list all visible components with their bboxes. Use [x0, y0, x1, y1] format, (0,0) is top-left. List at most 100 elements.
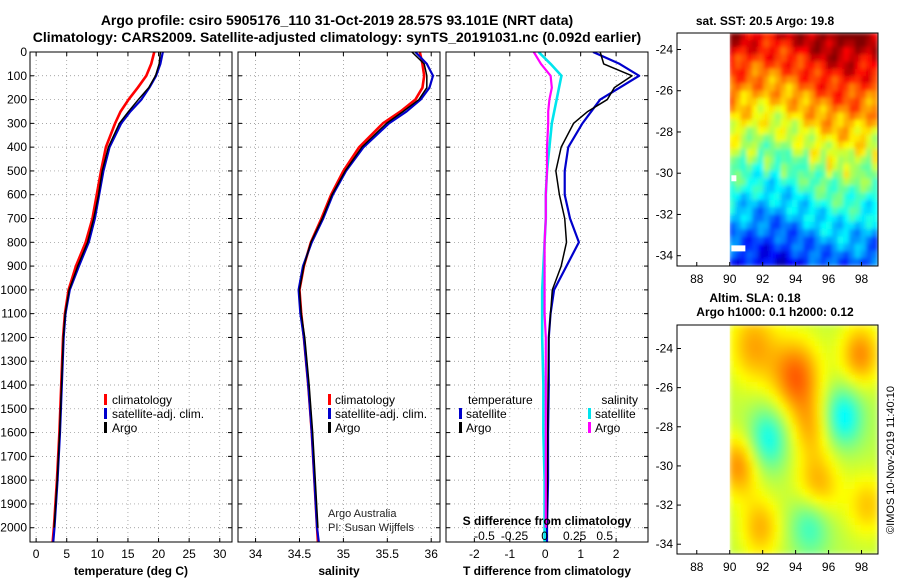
map-cell	[757, 417, 765, 426]
map-cell	[786, 33, 793, 41]
map-cell	[791, 127, 799, 136]
map-cell	[769, 388, 776, 398]
map-cell	[848, 431, 856, 440]
map-cell	[843, 446, 850, 455]
map-cell	[854, 33, 862, 41]
map-cell	[803, 243, 811, 252]
map-cell	[860, 517, 868, 526]
map-cell	[780, 496, 788, 505]
map-cell	[729, 54, 736, 63]
map-cell	[780, 221, 788, 231]
map-cell	[786, 90, 793, 100]
sst-map: 88 90 92 94 96 98-24-26-28-30-32-34	[656, 32, 879, 286]
map-cell	[734, 54, 742, 63]
map-cell	[740, 61, 748, 70]
map-cell	[752, 47, 759, 56]
map-cell	[752, 410, 759, 419]
map-cell	[848, 207, 856, 216]
map-cell	[791, 489, 799, 498]
map-cell	[866, 325, 873, 333]
map-cell	[780, 39, 788, 49]
map-cell	[866, 119, 873, 129]
map-cell	[786, 134, 793, 143]
map-cell	[740, 141, 748, 150]
map-cell	[866, 83, 873, 92]
map-cell	[780, 98, 788, 107]
map-cell	[774, 119, 782, 129]
map-cell	[820, 424, 828, 433]
map-cell	[814, 33, 822, 41]
map-cell	[786, 331, 793, 340]
map-cell	[746, 207, 754, 216]
map-cell	[837, 453, 845, 462]
map-cell	[854, 170, 862, 180]
map-cell	[809, 170, 816, 180]
map-cell	[848, 503, 856, 512]
map-cell	[809, 532, 816, 541]
map-cell	[746, 338, 754, 347]
map-cell	[820, 524, 828, 534]
map-cell	[786, 353, 793, 362]
legend-satellite: satellite-adj. clim.	[112, 407, 204, 421]
sla-title-line-2: Argo h1000: 0.1 h2000: 0.12	[696, 305, 854, 319]
map-cell	[826, 460, 833, 469]
map-cell	[860, 178, 868, 187]
map-cell	[826, 417, 833, 426]
map-cell	[774, 243, 782, 252]
map-cell	[871, 221, 878, 231]
map-cell	[820, 396, 828, 405]
map-cell	[820, 214, 828, 223]
map-cell	[854, 229, 862, 238]
map-y-tick-label: -26	[656, 84, 674, 98]
map-cell	[803, 207, 811, 216]
map-cell	[774, 141, 782, 150]
map-cell	[786, 214, 793, 223]
depth-axis: 0100200300400500600700800900100011001200…	[0, 45, 27, 535]
map-cell	[866, 446, 873, 455]
map-cell	[866, 367, 873, 376]
map-cell	[837, 396, 845, 405]
map-cell	[820, 381, 828, 390]
map-cell	[854, 192, 862, 201]
map-cell	[848, 127, 856, 136]
map-cell	[769, 61, 776, 70]
map-cell	[780, 467, 788, 476]
map-cell	[866, 112, 873, 121]
map-cell	[797, 134, 805, 143]
map-cell	[843, 388, 850, 398]
map-cell	[831, 510, 839, 519]
map-cell	[837, 546, 845, 554]
map-y-tick-label: -24	[656, 341, 674, 355]
map-y-tick-label: -30	[656, 166, 674, 180]
map-cell	[831, 381, 839, 390]
map-cell	[809, 410, 816, 419]
map-cell	[866, 221, 873, 231]
map-cell	[769, 338, 776, 347]
map-cell	[820, 431, 828, 440]
map-cell	[797, 250, 805, 260]
map-cell	[848, 381, 856, 390]
map-cell	[774, 127, 782, 136]
map-cell	[740, 105, 748, 114]
panel-frame	[445, 51, 649, 543]
map-cell	[797, 388, 805, 398]
map-cell	[734, 199, 742, 209]
map-cell	[786, 119, 793, 129]
map-cell	[752, 250, 759, 260]
map-cell	[803, 105, 811, 114]
map-cell	[826, 524, 833, 534]
map-cell	[831, 134, 839, 143]
map-cell	[763, 90, 771, 100]
map-cell	[866, 453, 873, 462]
map-cell	[757, 403, 765, 412]
map-cell	[729, 532, 736, 541]
map-cell	[734, 229, 742, 238]
map-cell	[826, 403, 833, 412]
series-line-satellite-adj-clim-	[297, 52, 435, 542]
map-cell	[780, 439, 788, 448]
map-cell	[786, 381, 793, 390]
map-cell	[837, 367, 845, 376]
legend-t-argo-swatch	[459, 422, 462, 433]
map-cell	[809, 192, 816, 201]
series-line-s-satellite	[537, 52, 563, 542]
